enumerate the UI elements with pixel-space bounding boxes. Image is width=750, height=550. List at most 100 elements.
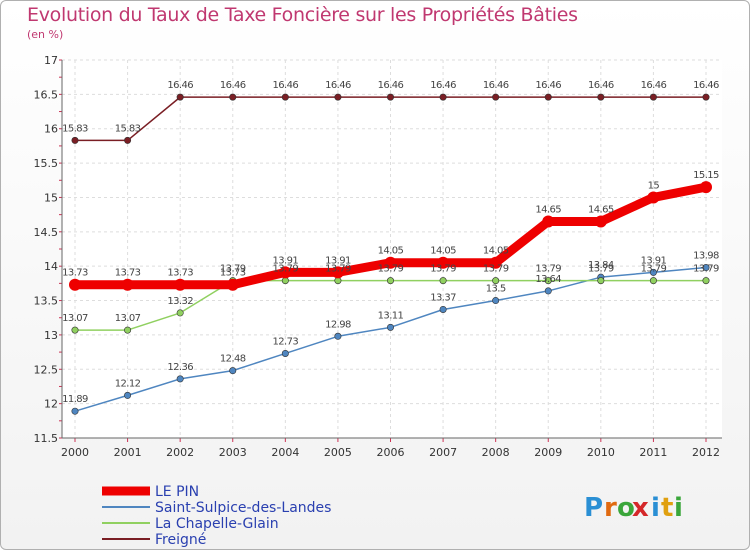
data-label-saint-sulpice-des-landes: 11.89 [62,394,88,405]
data-label-le-pin: 14.05 [483,246,509,257]
data-point-la-chapelle-glain [597,277,605,285]
data-label-freign-: 16.46 [430,80,456,91]
logo-letter: i [674,493,683,523]
data-label-la-chapelle-glain: 13.79 [641,264,667,275]
data-label-freign-: 16.46 [588,80,614,91]
data-label-le-pin: 14.65 [588,205,614,216]
data-point-freign- [544,93,552,101]
data-point-la-chapelle-glain [492,277,500,285]
logo-letter: x [632,493,649,523]
data-point-la-chapelle-glain [71,326,79,334]
y-tick-label: 17 [44,54,58,67]
data-point-saint-sulpice-des-landes [71,407,79,415]
data-label-le-pin: 13.73 [62,268,88,279]
x-tick-label: 2005 [324,446,352,459]
data-label-saint-sulpice-des-landes: 13.37 [430,292,456,303]
data-point-freign- [176,93,184,101]
x-tick-label: 2007 [429,446,457,459]
y-tick-label: 14.5 [34,226,59,239]
data-label-le-pin: 13.91 [273,255,299,266]
data-label-saint-sulpice-des-landes: 12.12 [115,378,141,389]
data-point-le-pin [69,278,81,291]
data-point-freign- [439,93,447,101]
data-point-le-pin [121,278,134,291]
data-point-le-pin [279,266,292,279]
data-label-saint-sulpice-des-landes: 12.73 [273,336,299,347]
legend-label-le-pin: LE PIN [155,484,199,500]
data-point-saint-sulpice-des-landes [386,323,394,331]
unit-label: (en %) [27,28,64,41]
data-point-saint-sulpice-des-landes [229,367,237,375]
x-tick-label: 2004 [271,446,299,459]
y-tick-label: 16 [44,123,58,136]
data-label-la-chapelle-glain: 13.79 [220,264,246,275]
data-point-freign- [597,93,605,101]
data-point-la-chapelle-glain [544,277,552,285]
y-tick-label: 12 [44,398,58,411]
y-tick-label: 14 [44,260,58,273]
data-point-le-pin [700,181,712,194]
data-label-la-chapelle-glain: 13.79 [378,264,404,275]
data-label-la-chapelle-glain: 13.07 [115,313,141,324]
data-point-le-pin [174,278,187,291]
logo-letter: i [651,493,660,523]
data-label-la-chapelle-glain: 13.79 [325,264,351,275]
y-tick-label: 15.5 [34,157,59,170]
x-tick-label: 2001 [114,446,142,459]
data-label-saint-sulpice-des-landes: 12.36 [167,362,193,373]
data-point-saint-sulpice-des-landes [544,287,552,295]
data-point-la-chapelle-glain [386,277,394,285]
y-tick-label: 16.5 [34,88,59,101]
data-label-la-chapelle-glain: 13.79 [273,264,299,275]
data-label-freign-: 16.46 [378,80,404,91]
x-tick-label: 2000 [61,446,89,459]
data-point-freign- [702,93,710,101]
data-point-le-pin [331,266,344,279]
data-label-freign-: 16.46 [325,80,351,91]
y-tick-label: 12.5 [34,363,59,376]
data-point-freign- [229,93,237,101]
data-point-la-chapelle-glain [649,277,657,285]
data-label-le-pin: 13.91 [325,255,351,266]
data-label-saint-sulpice-des-landes: 12.48 [220,354,246,365]
data-label-le-pin: 13.73 [167,268,193,279]
data-point-la-chapelle-glain [334,277,342,285]
data-point-saint-sulpice-des-landes [334,332,342,340]
data-label-la-chapelle-glain: 13.79 [693,264,719,275]
data-point-le-pin [647,191,660,204]
data-point-la-chapelle-glain [124,326,132,334]
logo-letter: t [661,493,673,523]
data-point-le-pin [489,256,502,269]
data-point-le-pin [226,278,239,291]
logo-letter: P [584,493,603,523]
data-label-la-chapelle-glain: 13.07 [62,313,88,324]
data-label-saint-sulpice-des-landes: 12.98 [325,319,351,330]
data-label-saint-sulpice-des-landes: 13.98 [693,251,719,262]
data-label-la-chapelle-glain: 13.79 [588,264,614,275]
data-point-saint-sulpice-des-landes [649,268,657,276]
data-label-saint-sulpice-des-landes: 13.11 [378,310,404,321]
y-tick-label: 11.5 [34,432,59,445]
data-label-la-chapelle-glain: 13.79 [483,264,509,275]
data-label-freign-: 16.46 [693,80,719,91]
data-label-freign-: 16.46 [483,80,509,91]
legend-label-freign-: Freigné [155,532,206,548]
data-label-le-pin: 14.65 [535,205,561,216]
x-tick-label: 2011 [639,446,667,459]
legend-label-saint-sulpice-des-landes: Saint-Sulpice-des-Landes [155,500,331,516]
data-label-freign-: 16.46 [167,80,193,91]
legend-label-la-chapelle-glain: La Chapelle-Glain [155,516,279,532]
data-label-le-pin: 15 [648,180,660,191]
data-point-freign- [281,93,289,101]
data-point-la-chapelle-glain [702,277,710,285]
y-tick-label: 15 [44,191,58,204]
data-label-la-chapelle-glain: 13.32 [167,296,193,307]
x-tick-label: 2010 [587,446,615,459]
x-tick-label: 2003 [219,446,247,459]
data-label-le-pin: 15.15 [693,170,719,181]
data-label-saint-sulpice-des-landes: 13.64 [535,274,561,285]
data-point-saint-sulpice-des-landes [176,375,184,383]
data-label-freign-: 15.83 [62,123,88,134]
data-label-freign-: 16.46 [273,80,299,91]
data-point-la-chapelle-glain [176,309,184,317]
